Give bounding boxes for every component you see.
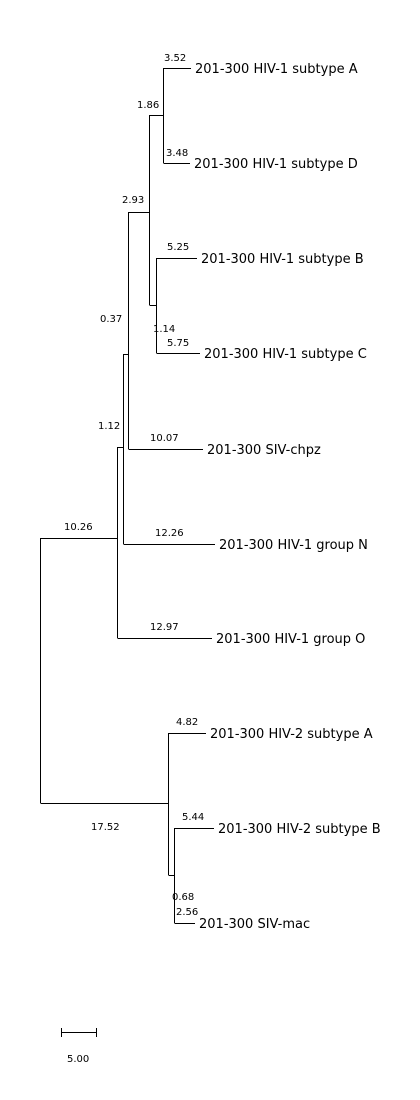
branch-length-hiv1-b: 5.25 (167, 242, 189, 253)
branch-length-hiv2-a: 4.82 (176, 717, 198, 728)
branch-length-hiv1-o: 12.97 (150, 622, 179, 633)
leaf-label-hiv1-subtype-a: 201-300 HIV-1 subtype A (195, 62, 358, 77)
leaf-label-hiv1-subtype-b: 201-300 HIV-1 subtype B (201, 252, 364, 267)
branch-length-hiv1-group: 10.26 (64, 522, 93, 533)
leaf-label-hiv1-group-n: 201-300 HIV-1 group N (219, 538, 368, 553)
branch-length-bc-node: 1.14 (153, 324, 175, 335)
leaf-label-hiv1-group-o: 201-300 HIV-1 group O (216, 632, 365, 647)
branch-length-n-node: 1.12 (98, 421, 120, 432)
branch-length-abcd-node: 2.93 (122, 195, 144, 206)
leaf-label-hiv2-subtype-a: 201-300 HIV-2 subtype A (210, 727, 373, 742)
leaf-label-hiv2-subtype-b: 201-300 HIV-2 subtype B (218, 822, 381, 837)
branch-length-hiv2-b: 5.44 (182, 812, 204, 823)
branch-length-ad-node: 1.86 (137, 100, 159, 111)
leaf-label-siv-mac: 201-300 SIV-mac (199, 917, 310, 932)
branch-length-hiv1-c: 5.75 (167, 338, 189, 349)
branch-length-hiv1-a: 3.52 (164, 53, 186, 64)
branch-length-cpz-node: 0.37 (100, 314, 122, 325)
branch-length-sivmac: 2.56 (176, 907, 198, 918)
branch-length-hiv1-n: 12.26 (155, 528, 184, 539)
leaf-label-hiv1-subtype-c: 201-300 HIV-1 subtype C (204, 347, 367, 362)
scale-bar: 5.00 (61, 1028, 97, 1065)
branch-length-hiv1-d: 3.48 (166, 148, 188, 159)
leaf-label-siv-chpz: 201-300 SIV-chpz (207, 443, 321, 458)
scale-bar-line (61, 1028, 97, 1037)
branch-length-bmac-node: 0.68 (172, 892, 194, 903)
branch-length-hiv2-group: 17.52 (91, 822, 120, 833)
branch-length-sivcpz: 10.07 (150, 433, 179, 444)
leaf-label-hiv1-subtype-d: 201-300 HIV-1 subtype D (194, 157, 358, 172)
scale-bar-label: 5.00 (67, 1054, 89, 1065)
